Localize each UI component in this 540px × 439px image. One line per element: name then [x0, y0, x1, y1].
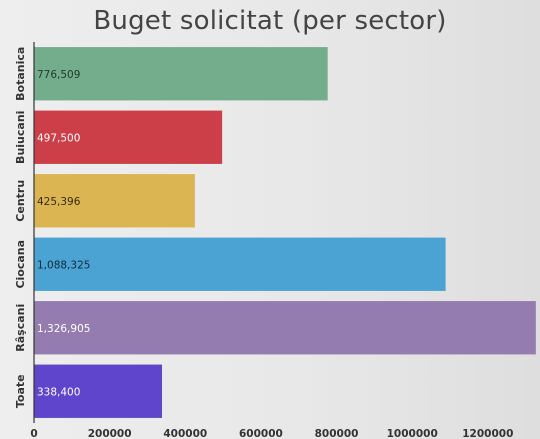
x-axis-ticks: 0 200000 400000 600000 800000 1000000 1200000	[30, 428, 513, 439]
category-label-0: Botanica	[14, 47, 27, 101]
value-label-1: 497,500	[37, 132, 80, 144]
bar-4	[34, 301, 536, 355]
bar-1	[34, 110, 223, 164]
category-label-5: Toate	[14, 374, 27, 408]
category-label-1: Buiucani	[14, 111, 27, 164]
bars-group	[34, 47, 536, 418]
value-label-4: 1,326,905	[37, 323, 90, 335]
bar-2	[34, 174, 195, 228]
bar-0	[34, 47, 328, 101]
chart-title: Buget solicitat (per sector)	[93, 6, 447, 36]
value-label-2: 425,396	[37, 196, 81, 208]
x-tick-label-6: 1200000	[462, 428, 513, 439]
x-tick-label-0: 0	[30, 428, 37, 439]
value-label-0: 776,509	[37, 69, 80, 81]
x-tick-label-5: 1000000	[387, 428, 438, 439]
value-label-5: 338,400	[37, 386, 80, 398]
category-label-4: Râşcani	[14, 304, 27, 352]
category-label-2: Centru	[14, 180, 27, 222]
x-tick-label-1: 200000	[88, 428, 132, 439]
x-tick-label-3: 600000	[239, 428, 283, 439]
value-label-3: 1,088,325	[37, 259, 90, 271]
x-tick-label-2: 400000	[163, 428, 207, 439]
value-labels: 776,509 497,500 425,396 1,088,325 1,326,905 3…	[37, 69, 90, 399]
category-label-3: Ciocana	[14, 240, 27, 289]
bar-3	[34, 237, 446, 291]
category-labels: Botanica Buiucani Centru Ciocana Râşcani Toat…	[14, 47, 27, 408]
x-tick-label-4: 800000	[315, 428, 359, 439]
bar-5	[34, 364, 162, 418]
